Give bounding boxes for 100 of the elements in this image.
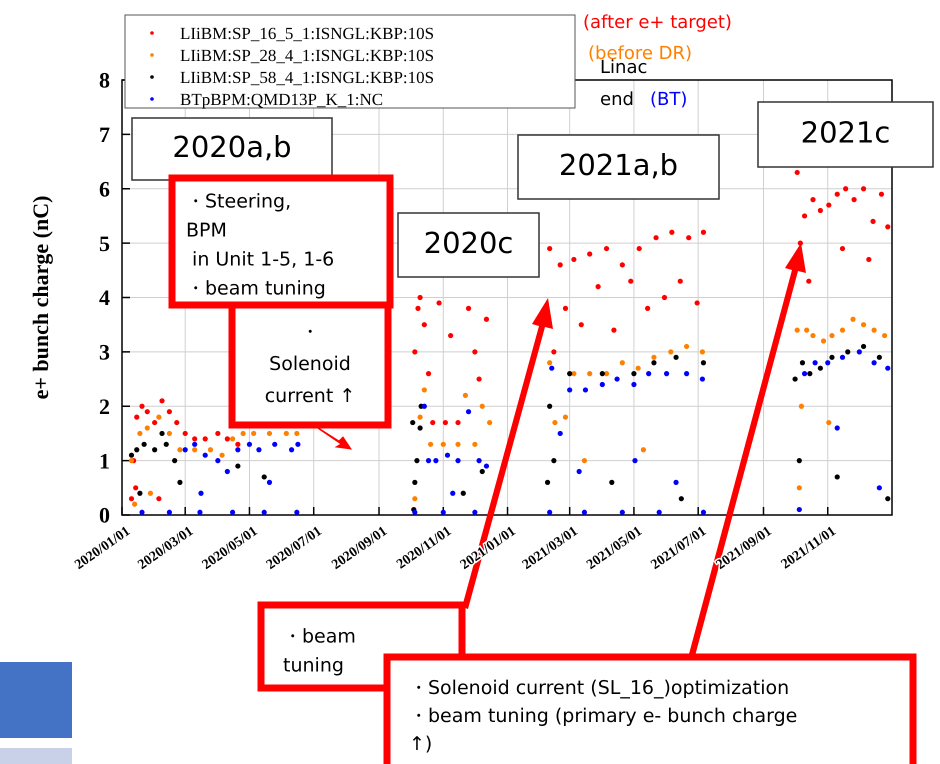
point bbox=[240, 430, 246, 436]
point bbox=[472, 442, 478, 447]
point bbox=[433, 458, 438, 464]
point bbox=[673, 480, 679, 485]
point bbox=[632, 458, 638, 464]
point bbox=[549, 366, 554, 371]
point bbox=[455, 442, 461, 447]
point bbox=[418, 414, 423, 420]
point bbox=[810, 332, 816, 338]
point bbox=[885, 366, 890, 371]
y-tick-label: 6 bbox=[99, 176, 110, 202]
point bbox=[818, 366, 823, 371]
point bbox=[614, 376, 620, 382]
point bbox=[834, 474, 840, 480]
point bbox=[410, 420, 416, 426]
point bbox=[139, 510, 145, 515]
point bbox=[462, 392, 468, 398]
point bbox=[651, 354, 657, 360]
point bbox=[876, 485, 882, 490]
legend-label: LIiBM:SP_28_4_1:ISNGL:KBP:10S bbox=[180, 46, 434, 65]
point bbox=[134, 447, 140, 452]
point bbox=[640, 447, 646, 452]
callout-box: 2021a,b bbox=[517, 134, 720, 200]
point bbox=[871, 328, 877, 333]
point bbox=[796, 458, 802, 464]
point bbox=[418, 425, 423, 431]
point bbox=[198, 490, 204, 496]
point bbox=[840, 328, 846, 333]
point bbox=[202, 452, 208, 458]
point bbox=[208, 447, 214, 452]
point bbox=[159, 430, 165, 436]
point bbox=[576, 468, 582, 474]
point bbox=[794, 328, 800, 333]
y-tick-label: 2 bbox=[99, 394, 110, 419]
point bbox=[235, 463, 240, 469]
annotation: ・Steering, BPM in Unit 1-5, 1-6 ・beam tuning bbox=[186, 190, 334, 300]
point bbox=[651, 360, 657, 366]
point bbox=[656, 510, 662, 515]
point bbox=[684, 344, 690, 350]
point bbox=[428, 442, 434, 447]
point bbox=[166, 510, 172, 515]
point bbox=[860, 322, 866, 328]
point bbox=[412, 496, 418, 502]
text: (after e+ target) bbox=[583, 12, 732, 33]
point bbox=[558, 430, 563, 436]
point bbox=[219, 452, 225, 458]
point bbox=[812, 360, 818, 366]
point bbox=[551, 458, 556, 464]
point bbox=[137, 430, 143, 436]
point bbox=[684, 371, 690, 376]
point bbox=[807, 371, 812, 376]
point bbox=[600, 382, 605, 388]
y-tick-label: 7 bbox=[99, 122, 110, 148]
point bbox=[272, 442, 278, 447]
point bbox=[288, 447, 294, 452]
point bbox=[700, 376, 705, 382]
callout-box: 2020a,b bbox=[131, 117, 333, 181]
point bbox=[440, 510, 446, 515]
point bbox=[562, 414, 568, 420]
point bbox=[137, 490, 143, 496]
annotation: 2021a,b bbox=[558, 148, 678, 182]
point bbox=[609, 480, 614, 485]
point bbox=[882, 332, 888, 338]
point bbox=[600, 371, 605, 376]
point bbox=[192, 442, 198, 447]
point bbox=[678, 496, 684, 502]
point bbox=[172, 458, 178, 464]
point bbox=[668, 349, 674, 354]
point bbox=[620, 360, 625, 366]
point bbox=[834, 425, 840, 431]
legend-label: LIiBM:SP_16_5_1:ISNGL:KBP:10S bbox=[180, 24, 434, 43]
point bbox=[422, 404, 427, 409]
point bbox=[466, 409, 472, 414]
point bbox=[567, 387, 572, 393]
point bbox=[284, 430, 289, 436]
annotation: 2020c bbox=[424, 226, 514, 260]
annotation: ・ Solenoid current ↑ bbox=[264, 321, 356, 408]
point bbox=[262, 474, 267, 480]
point bbox=[552, 420, 558, 426]
point bbox=[620, 510, 625, 515]
callout-box: 2020c bbox=[397, 212, 540, 278]
point bbox=[871, 360, 877, 366]
legend-label: LIiBM:SP_58_4_1:ISNGL:KBP:10S bbox=[180, 68, 434, 87]
point bbox=[587, 371, 592, 376]
point bbox=[251, 430, 256, 436]
point bbox=[426, 458, 432, 464]
point bbox=[544, 480, 550, 485]
legend-label: BTpBPM:QMD13P_K_1:NC bbox=[180, 90, 384, 109]
point bbox=[164, 442, 169, 447]
annotation: 2020a,b bbox=[172, 130, 292, 164]
point bbox=[567, 371, 572, 376]
point bbox=[266, 430, 272, 436]
point bbox=[796, 485, 802, 490]
point bbox=[829, 354, 835, 360]
point bbox=[547, 404, 552, 409]
y-tick-label: 4 bbox=[99, 285, 110, 310]
y-tick-label: 8 bbox=[99, 68, 110, 93]
point bbox=[142, 442, 147, 447]
point bbox=[440, 442, 446, 447]
annotation: 2021c bbox=[800, 115, 890, 150]
